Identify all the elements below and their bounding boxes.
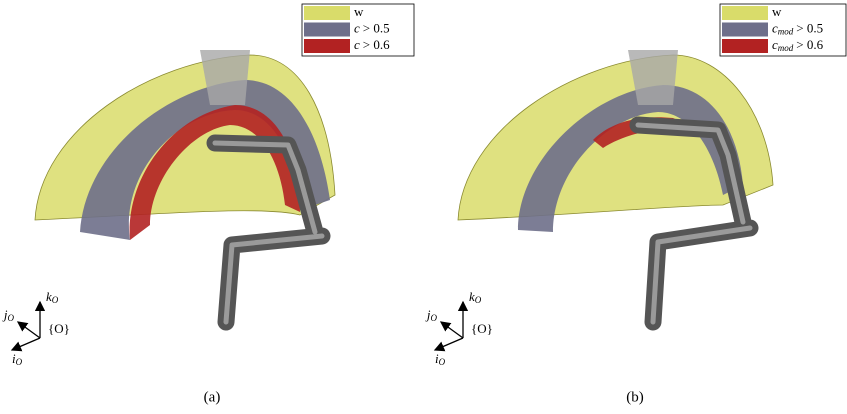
legend-label: c> 0.6 [354,37,390,52]
frame-axis-label: kO [469,289,482,305]
axis-subscript: O [52,295,59,305]
legend-subscript: mod [778,27,794,37]
frame-axis-label: kO [46,289,59,305]
legend-relation: > 0.5 [796,20,823,35]
legend-text: w [772,4,782,19]
legend-relation: > 0.6 [363,37,390,52]
legend-subscript: mod [778,43,794,53]
frame-axis-label: iO [435,351,446,367]
axis-subscript: O [475,295,482,305]
workspace-render [458,50,773,322]
frame-axis [435,338,463,350]
figure: wc> 0.5c> 0.6kOjOiO{O}(a)wcmod> 0.5cmod>… [0,0,847,414]
frame-axis-label: jO [2,307,15,323]
frame-origin: {O} [471,321,493,336]
panel-caption: (a) [204,389,221,405]
frame-axis [18,322,40,338]
legend-relation: > 0.5 [363,20,390,35]
legend-swatch [722,6,768,20]
legend-swatch [722,23,768,37]
legend-text: w [354,4,364,19]
axis-subscript: O [439,357,446,367]
axis-subscript: O [431,313,438,323]
frame-axis-label: iO [12,351,23,367]
legend-symbol: c [354,37,360,52]
axis-subscript: O [8,313,15,323]
frame-axis [12,338,40,350]
legend-label: w [772,4,782,19]
frame-axis [441,322,463,338]
legend-swatch [304,39,350,53]
legend-symbol: c [354,20,360,35]
workspace-render [35,50,335,322]
legend-label: c> 0.5 [354,20,390,35]
frame-axis-label: jO [425,307,438,323]
legend-label: w [354,4,364,19]
legend-swatch [304,23,350,37]
legend-swatch [722,39,768,53]
legend-relation: > 0.6 [796,37,823,52]
axis-subscript: O [16,357,23,367]
panel-caption: (b) [626,389,644,405]
frame-origin: {O} [48,321,70,336]
legend-swatch [304,6,350,20]
